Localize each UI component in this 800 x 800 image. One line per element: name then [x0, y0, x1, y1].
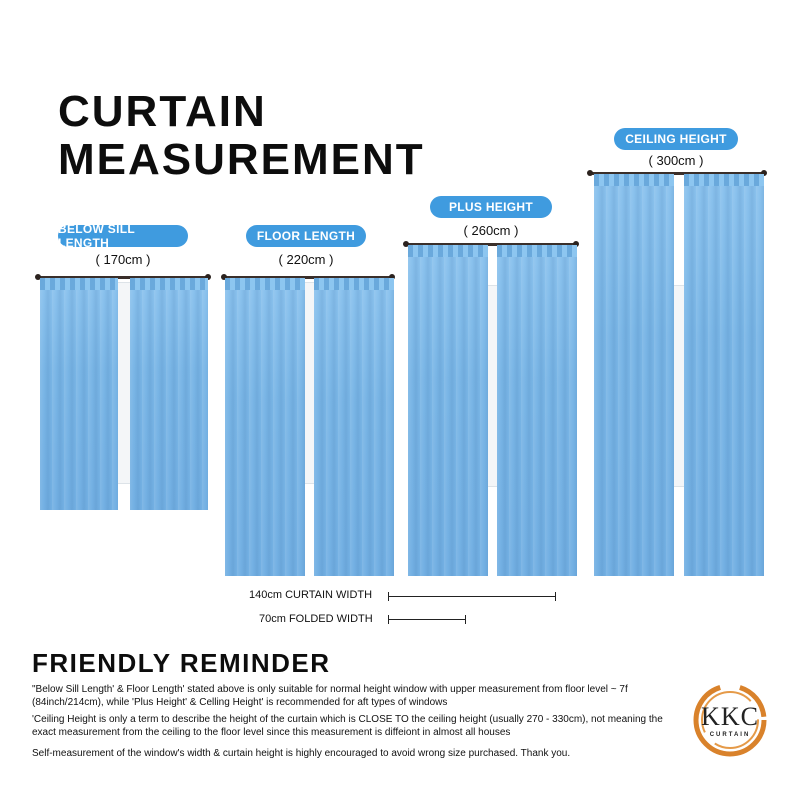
curtain-rod: [35, 274, 211, 280]
size-below-sill: ( 170cm ): [95, 252, 151, 267]
logo-text: KKC: [701, 702, 759, 731]
curtain-width-label: 140cm CURTAIN WIDTH: [249, 589, 373, 601]
label-below-sill: BELOW SILL LENGTH: [58, 222, 188, 250]
folded-width-label: 70cm FOLDED WIDTH: [259, 613, 373, 625]
title-line-2: MEASUREMENT: [58, 135, 425, 184]
curtain-panel-left: [408, 245, 488, 576]
curtain-rod: [403, 241, 579, 247]
kkc-logo: KKC CURTAIN: [690, 680, 770, 760]
logo-subtext: CURTAIN: [709, 732, 751, 738]
size-floor-length: ( 220cm ): [278, 252, 334, 267]
page-title: CURTAIN MEASUREMENT: [58, 88, 425, 184]
curtain-panel-left: [594, 174, 674, 576]
label-ceiling-height: CEILING HEIGHT: [614, 128, 738, 150]
reminder-note-1: "Below Sill Length' & Floor Length' stat…: [32, 684, 628, 708]
label-plus-height: PLUS HEIGHT: [430, 196, 552, 218]
folded-width-bar: [388, 615, 466, 624]
title-line-1: CURTAIN: [58, 87, 267, 136]
curtain-panel-left: [40, 278, 118, 510]
reminder-title: FRIENDLY REMINDER: [32, 648, 331, 678]
logo-ring-icon: [693, 683, 767, 757]
curtain-width-bar: [388, 592, 556, 601]
curtain-rod: [221, 274, 395, 280]
curtain-panel-right: [130, 278, 208, 510]
size-plus-height: ( 260cm ): [463, 223, 519, 238]
curtain-rod: [587, 170, 767, 176]
curtain-panel-right: [497, 245, 577, 576]
reminder-note-3: Self-measurement of the window's width &…: [32, 748, 571, 759]
label-floor-length: FLOOR LENGTH: [246, 225, 366, 247]
reminder-note-2: 'Ceiling Height is only a term to descri…: [32, 714, 663, 738]
size-ceiling-height: ( 300cm ): [648, 153, 704, 168]
curtain-panel-right: [314, 278, 394, 576]
curtain-panel-right: [684, 174, 764, 576]
curtain-panel-left: [225, 278, 305, 576]
